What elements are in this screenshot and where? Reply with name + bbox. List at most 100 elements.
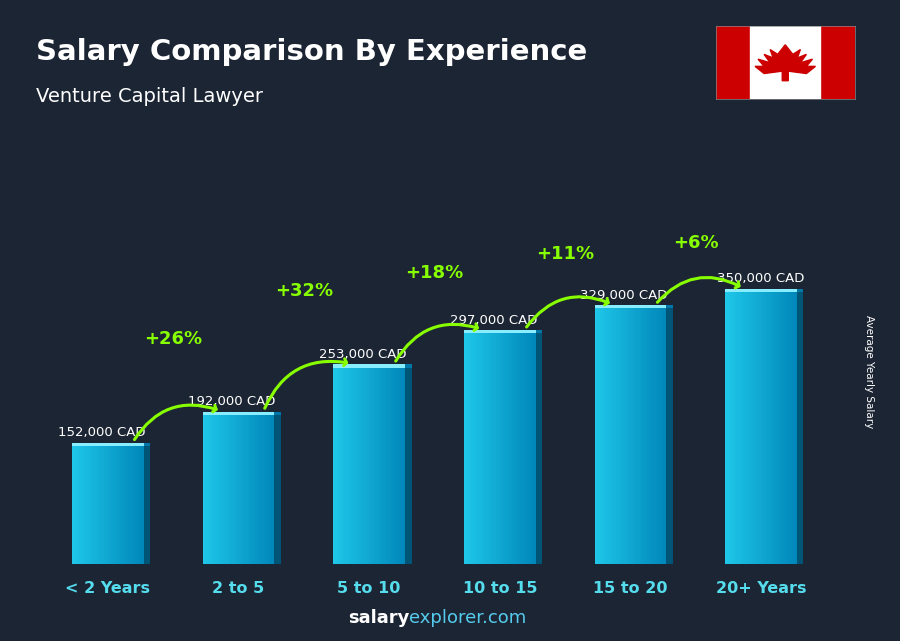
Bar [507,333,508,564]
Bar [598,308,599,564]
Bar [355,367,356,564]
Bar [791,292,793,564]
Bar [390,367,391,564]
Bar [120,446,122,564]
Bar [796,292,797,564]
Bar [736,292,737,564]
Bar [253,415,255,564]
Bar [254,415,256,564]
Bar [110,446,112,564]
Bar [769,292,770,564]
Bar [536,333,542,564]
Bar [388,367,390,564]
Bar [394,367,396,564]
Bar [745,292,747,564]
Bar [94,446,96,564]
Bar [636,308,638,564]
Bar [239,415,241,564]
Bar [502,333,504,564]
Bar [777,292,778,564]
Bar [616,308,617,564]
Bar [216,415,217,564]
Bar [354,367,355,564]
Bar [609,308,610,564]
Bar [795,292,796,564]
Bar [621,308,622,564]
Bar [637,308,639,564]
Bar [655,308,657,564]
Bar [658,308,660,564]
Bar [73,446,75,564]
Bar [610,308,611,564]
Bar [531,333,533,564]
Bar [639,308,640,564]
Bar [481,333,482,564]
Bar [650,308,651,564]
Bar [787,292,788,564]
Bar [472,333,473,564]
Bar [772,292,773,564]
Bar [337,367,338,564]
Bar [360,367,361,564]
Bar [534,333,535,564]
Bar [82,446,83,564]
Bar [267,415,269,564]
Bar [349,367,350,564]
Bar [238,415,240,564]
Bar [373,367,374,564]
Bar [484,333,486,564]
Bar [391,367,392,564]
Bar [400,367,401,564]
Text: +26%: +26% [144,329,202,348]
Bar [272,415,274,564]
Bar [478,333,480,564]
Bar [634,308,635,564]
Bar [101,446,102,564]
Bar [752,292,753,564]
Bar [467,333,469,564]
Bar [495,333,497,564]
Bar [653,308,654,564]
Bar [102,446,104,564]
Bar [75,446,76,564]
Bar [362,367,364,564]
Bar [485,333,487,564]
Bar [633,308,634,564]
Bar [238,415,239,564]
Bar [725,289,797,292]
Bar [523,333,524,564]
Bar [788,292,790,564]
Bar [270,415,271,564]
Bar [646,308,647,564]
Bar [512,333,513,564]
Bar [630,308,632,564]
Bar [213,415,215,564]
Bar [207,415,209,564]
Text: 192,000 CAD: 192,000 CAD [188,395,275,408]
Bar [135,446,137,564]
Bar [346,367,348,564]
Bar [617,308,618,564]
Bar [761,292,762,564]
Bar [482,333,483,564]
Bar [338,367,339,564]
Bar [248,415,249,564]
Text: Venture Capital Lawyer: Venture Capital Lawyer [36,87,263,106]
Bar [513,333,515,564]
Bar [608,308,609,564]
Bar [788,292,789,564]
Bar [261,415,263,564]
Bar [766,292,768,564]
Bar [661,308,662,564]
Bar [84,446,86,564]
Bar [374,367,375,564]
Bar [729,292,730,564]
Text: 297,000 CAD: 297,000 CAD [450,313,537,326]
Bar [133,446,134,564]
Bar [202,412,274,415]
Bar [351,367,353,564]
Bar [535,333,536,564]
Bar [596,308,598,564]
Bar [666,308,673,564]
Bar [342,367,343,564]
